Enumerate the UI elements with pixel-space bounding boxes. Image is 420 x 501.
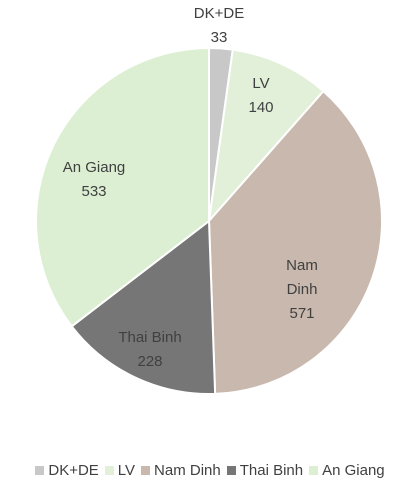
data-label-an-giang: An Giang 533	[63, 159, 126, 200]
pie-data-labels: DK+DE 33 LV 140 Nam Dinh 571 Thai Binh 228 An Gia…	[63, 5, 318, 370]
legend-item-dk-de: DK+DE	[35, 462, 99, 479]
legend: DK+DE LV Nam Dinh Thai Binh An Giang	[0, 462, 420, 479]
legend-label-dk-de: DK+DE	[48, 462, 99, 479]
legend-item-thai-binh: Thai Binh	[226, 462, 304, 479]
legend-item-nam-dinh: Nam Dinh	[141, 462, 221, 479]
legend-label-nam-dinh: Nam Dinh	[154, 462, 221, 479]
pie-slice-thai-binh	[70, 219, 217, 395]
data-label-thai-binh: Thai Binh 228	[118, 329, 181, 370]
legend-swatch-nam-dinh	[141, 466, 151, 475]
legend-item-lv: LV	[104, 462, 136, 479]
legend-swatch-thai-binh	[226, 466, 236, 475]
pie-slice-nam-dinh	[207, 89, 383, 395]
data-label-lv: LV 140	[248, 75, 273, 116]
pie-slice-lv	[207, 48, 325, 225]
legend-label-lv: LV	[117, 462, 136, 479]
pie-slices	[35, 46, 383, 395]
legend-swatch-an-giang	[309, 466, 319, 475]
data-label-dk-de: DK+DE 33	[194, 5, 244, 46]
pie-slice-an-giang	[35, 46, 210, 328]
pie-chart: DK+DE 33 LV 140 Nam Dinh 571 Thai Binh 228 An Gia…	[35, 5, 383, 395]
legend-label-thai-binh: Thai Binh	[239, 462, 304, 479]
legend-swatch-lv	[104, 466, 114, 475]
data-label-nam-dinh: Nam Dinh 571	[286, 257, 318, 322]
legend-swatch-dk-de	[35, 466, 45, 475]
legend-item-an-giang: An Giang	[309, 462, 385, 479]
legend-label-an-giang: An Giang	[322, 462, 385, 479]
